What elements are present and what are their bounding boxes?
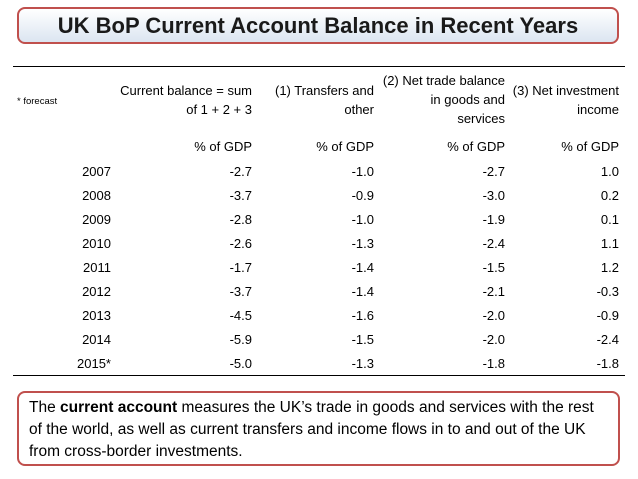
value-cell: -1.8 xyxy=(596,355,619,371)
year-cell: 2010 xyxy=(82,236,111,251)
year-cell: 2015* xyxy=(77,355,111,371)
value-cell: -1.5 xyxy=(351,332,374,347)
table-row: 2013 -4.5 -1.6 -2.0 -0.9 xyxy=(13,304,625,328)
value-cell: -2.7 xyxy=(229,164,252,179)
table-header-row: * forecast Current balance = sum of 1 + … xyxy=(13,66,625,133)
year-cell: 2007 xyxy=(82,164,111,179)
value-cell: -1.0 xyxy=(351,212,374,227)
value-cell: -5.0 xyxy=(229,355,252,371)
units-empty-cell xyxy=(13,133,117,160)
value-cell: -0.3 xyxy=(596,284,619,299)
forecast-note: * forecast xyxy=(17,96,58,108)
table-row: 2014 -5.9 -1.5 -2.0 -2.4 xyxy=(13,328,625,352)
value-cell: -1.0 xyxy=(351,164,374,179)
value-cell: 1.1 xyxy=(600,236,619,251)
units-cell: % of GDP xyxy=(447,138,505,154)
year-cell: 2011 xyxy=(83,260,111,275)
year-cell: 2014 xyxy=(82,332,111,347)
table-row: 2009 -2.8 -1.0 -1.9 0.1 xyxy=(13,208,625,232)
value-cell: -2.4 xyxy=(482,236,505,251)
value-cell: 1.0 xyxy=(600,164,619,179)
value-cell: -1.8 xyxy=(482,355,505,371)
units-cell: % of GDP xyxy=(194,138,252,154)
units-cell: % of GDP xyxy=(561,138,619,154)
value-cell: -1.7 xyxy=(229,260,252,275)
value-cell: -1.6 xyxy=(351,308,374,323)
value-cell: -3.7 xyxy=(229,188,252,203)
value-cell: -1.5 xyxy=(482,260,505,275)
table-row: 2008 -3.7 -0.9 -3.0 0.2 xyxy=(13,184,625,208)
definition-term: current account xyxy=(60,399,178,416)
value-cell: -2.7 xyxy=(482,164,505,179)
value-cell: -1.3 xyxy=(351,236,374,251)
value-cell: -2.0 xyxy=(482,308,505,323)
table-row: 2012 -3.7 -1.4 -2.1 -0.3 xyxy=(13,280,625,304)
table-row: 2007 -2.7 -1.0 -2.7 1.0 xyxy=(13,160,625,184)
header-transfers: (1) Transfers and other xyxy=(275,82,374,117)
header-net-investment: (3) Net investment income xyxy=(512,82,619,117)
year-cell: 2012 xyxy=(82,284,111,299)
value-cell: -0.9 xyxy=(596,308,619,323)
slide-title: UK BoP Current Account Balance in Recent… xyxy=(17,7,619,44)
current-account-table: * forecast Current balance = sum of 1 + … xyxy=(13,66,625,376)
value-cell: -1.3 xyxy=(351,355,374,371)
table-row: 2015* -5.0 -1.3 -1.8 -1.8 xyxy=(13,352,625,376)
definition-lead: The xyxy=(29,399,61,416)
value-cell: -0.9 xyxy=(351,188,374,203)
value-cell: -2.0 xyxy=(482,332,505,347)
year-cell: 2008 xyxy=(82,188,111,203)
value-cell: -4.5 xyxy=(229,308,252,323)
value-cell: -2.6 xyxy=(229,236,252,251)
table-row: 2010 -2.6 -1.3 -2.4 1.1 xyxy=(13,232,625,256)
value-cell: 0.1 xyxy=(600,212,619,227)
header-current-balance: Current balance = sum of 1 + 2 + 3 xyxy=(120,82,252,117)
current-account-definition-box: The current account measures the UK’s tr… xyxy=(17,391,620,466)
value-cell: -2.8 xyxy=(229,212,252,227)
value-cell: 0.2 xyxy=(600,188,619,203)
value-cell: -1.4 xyxy=(351,260,374,275)
value-cell: -5.9 xyxy=(229,332,252,347)
year-cell: 2009 xyxy=(82,212,111,227)
value-cell: -1.4 xyxy=(351,284,374,299)
definition-text: measures the UK’s trade in goods and ser… xyxy=(29,399,594,460)
table-units-row: % of GDP % of GDP % of GDP % of GDP xyxy=(13,133,625,160)
value-cell: -2.4 xyxy=(596,332,619,347)
units-cell: % of GDP xyxy=(316,138,374,154)
header-net-trade: (2) Net trade balance in goods and servi… xyxy=(382,73,505,127)
value-cell: -3.0 xyxy=(482,188,505,203)
value-cell: 1.2 xyxy=(600,260,619,275)
value-cell: -3.7 xyxy=(229,284,252,299)
year-cell: 2013 xyxy=(82,308,111,323)
value-cell: -2.1 xyxy=(482,284,505,299)
table-row: 2011 -1.7 -1.4 -1.5 1.2 xyxy=(13,256,625,280)
value-cell: -1.9 xyxy=(482,212,505,227)
